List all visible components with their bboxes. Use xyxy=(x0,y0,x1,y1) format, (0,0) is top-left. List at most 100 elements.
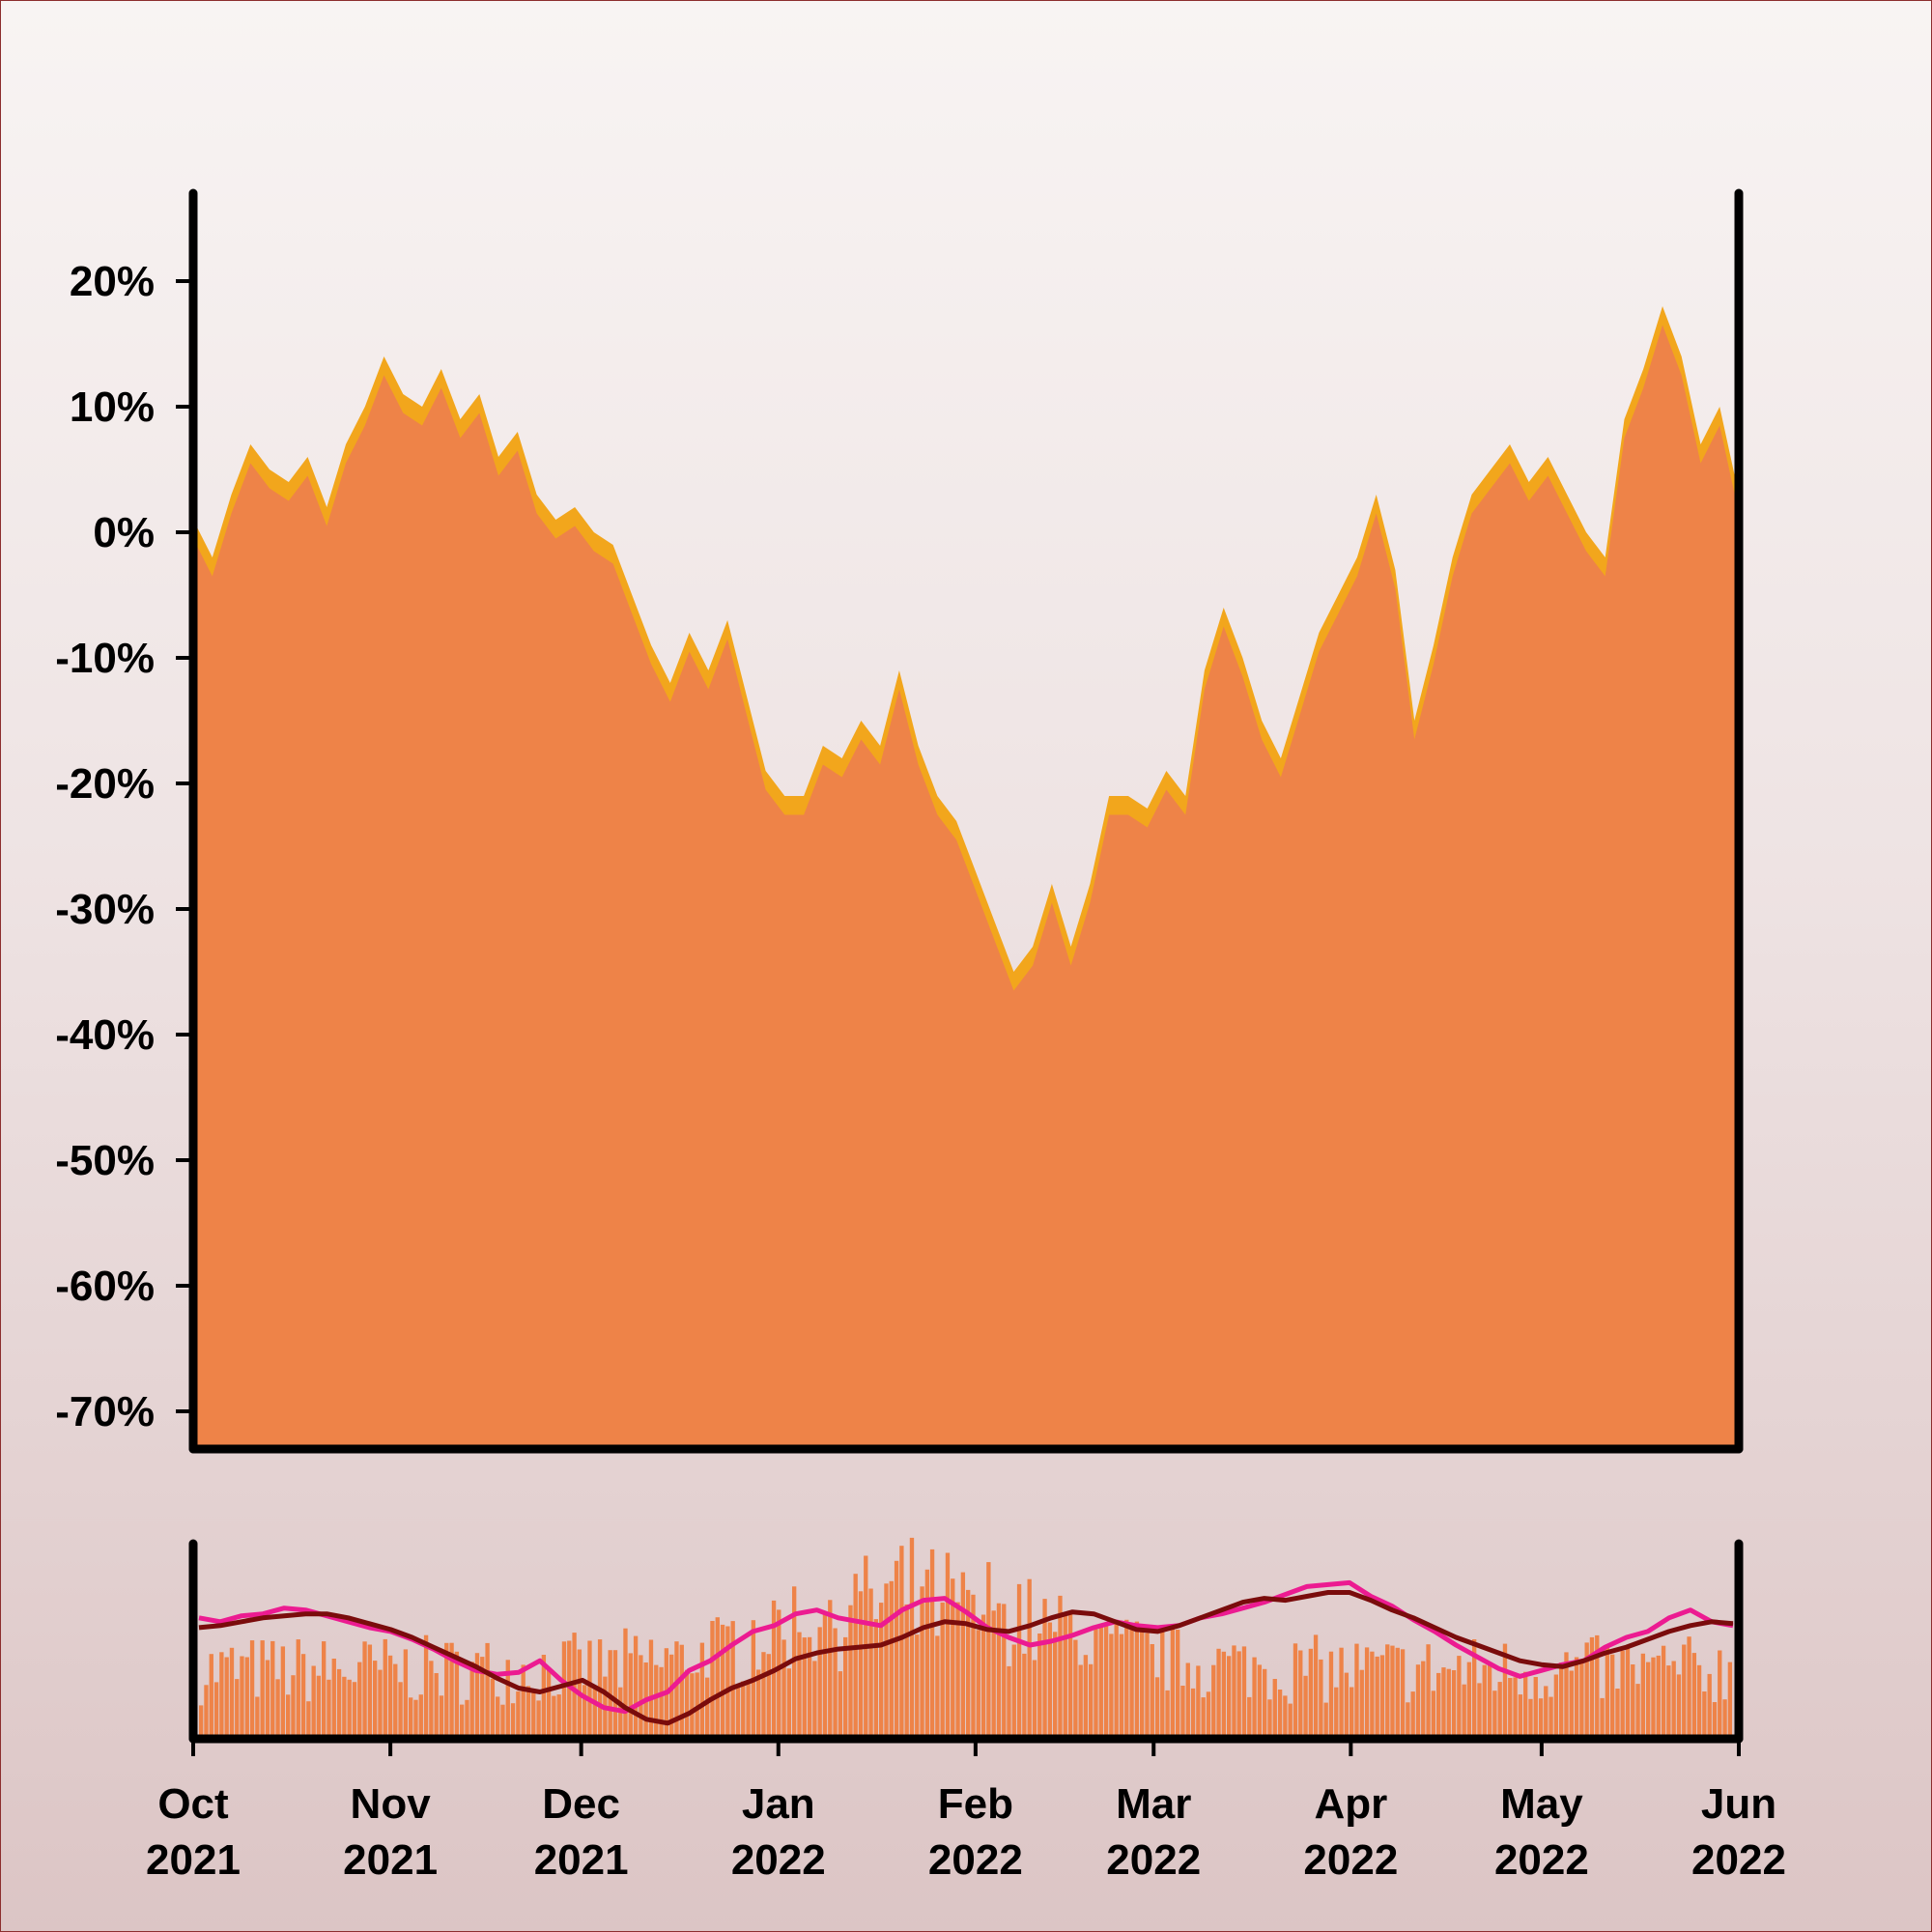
volume-bar xyxy=(244,1657,249,1739)
x-tick-year: 2022 xyxy=(928,1836,1023,1884)
volume-bar xyxy=(986,1562,991,1739)
volume-bar xyxy=(1671,1661,1676,1739)
x-tick-year: 2022 xyxy=(731,1836,826,1884)
volume-bar xyxy=(1339,1647,1344,1739)
volume-bar xyxy=(915,1634,920,1739)
volume-bar xyxy=(403,1649,409,1739)
volume-bar xyxy=(1605,1645,1610,1739)
volume-bar xyxy=(730,1621,735,1739)
volume-bar xyxy=(219,1652,224,1739)
volume-bar xyxy=(1140,1631,1145,1739)
price-area xyxy=(193,325,1739,1449)
volume-bar xyxy=(204,1685,209,1739)
y-tick-label: 10% xyxy=(70,384,155,431)
volume-bar xyxy=(1298,1650,1303,1739)
volume-bar xyxy=(235,1679,240,1739)
volume-bar xyxy=(1334,1687,1339,1739)
volume-bar xyxy=(316,1675,322,1739)
volume-bar xyxy=(980,1614,986,1739)
volume-bar xyxy=(1682,1644,1687,1739)
volume-bar xyxy=(1011,1644,1016,1739)
volume-bar xyxy=(705,1677,710,1739)
volume-bar xyxy=(674,1641,679,1739)
volume-bar xyxy=(1032,1660,1037,1739)
volume-bar xyxy=(628,1653,633,1739)
volume-bar xyxy=(1390,1645,1395,1739)
volume-bar xyxy=(1236,1651,1241,1739)
volume-bar xyxy=(1635,1684,1640,1739)
volume-bar xyxy=(460,1704,465,1739)
volume-bar xyxy=(1441,1667,1446,1739)
volume-bar xyxy=(1124,1619,1129,1739)
volume-bar xyxy=(1303,1675,1308,1739)
volume-bar xyxy=(1344,1672,1350,1739)
volume-bar xyxy=(960,1572,966,1739)
volume-bar xyxy=(378,1669,383,1739)
volume-bar xyxy=(1267,1699,1272,1739)
y-tick-label: -50% xyxy=(55,1137,155,1184)
volume-bar xyxy=(474,1653,480,1739)
volume-bar xyxy=(296,1639,300,1739)
volume-bar xyxy=(1037,1634,1042,1739)
volume-bar xyxy=(807,1636,812,1739)
volume-bar xyxy=(669,1654,674,1739)
volume-bar xyxy=(725,1626,730,1739)
x-tick-month: Dec xyxy=(542,1780,620,1828)
volume-bar xyxy=(1421,1661,1426,1739)
volume-bar xyxy=(909,1537,915,1739)
volume-bar xyxy=(1584,1642,1589,1739)
volume-bar xyxy=(1497,1682,1502,1739)
fast-average-line xyxy=(198,1579,1734,1715)
volume-bar xyxy=(1227,1656,1232,1739)
volume-bar xyxy=(1615,1689,1620,1739)
volume-bar xyxy=(612,1650,618,1739)
volume-bar xyxy=(1190,1688,1196,1739)
volume-bar xyxy=(1646,1662,1651,1739)
volume-bar xyxy=(966,1589,971,1739)
volume-bar xyxy=(1707,1673,1712,1739)
volume-bar xyxy=(684,1669,690,1739)
volume-bar xyxy=(413,1699,418,1739)
volume-bar xyxy=(1472,1639,1477,1739)
volume-bar xyxy=(639,1655,643,1739)
volume-bar xyxy=(1589,1636,1595,1739)
volume-bar xyxy=(853,1574,858,1739)
volume-bar xyxy=(213,1682,219,1739)
price-panel: 20% 10% 0% -10% -20% -30% -40% -50% -60% -70% xyxy=(55,188,1744,1454)
volume-bar xyxy=(1651,1657,1656,1739)
volume-bar xyxy=(1094,1629,1098,1739)
volume-bar xyxy=(490,1678,496,1739)
volume-bar xyxy=(1067,1610,1073,1739)
y-tick-label: -60% xyxy=(55,1263,155,1310)
volume-bar xyxy=(572,1633,577,1739)
x-tick-month: May xyxy=(1500,1780,1583,1828)
volume-bar xyxy=(1272,1679,1277,1739)
volume-bar xyxy=(541,1655,547,1739)
volume-bar xyxy=(531,1690,536,1739)
volume-bar xyxy=(1518,1694,1523,1739)
volume-bar xyxy=(1502,1643,1508,1739)
volume-bar xyxy=(1718,1650,1722,1739)
volume-bar xyxy=(797,1632,802,1739)
volume-bar xyxy=(1283,1695,1288,1739)
volume-bar xyxy=(1426,1644,1431,1739)
volume-bar xyxy=(260,1640,265,1739)
volume-bar xyxy=(409,1697,413,1739)
volume-bar xyxy=(387,1655,393,1739)
volume-bar xyxy=(955,1602,960,1739)
volume-bar xyxy=(1263,1668,1267,1739)
volume-bar xyxy=(1042,1599,1047,1739)
volume-bar xyxy=(654,1664,659,1739)
volume-bar xyxy=(1288,1703,1293,1739)
volume-bar xyxy=(311,1665,316,1739)
volume-bar xyxy=(418,1694,423,1739)
volume-bar xyxy=(720,1624,725,1739)
volume-bar xyxy=(971,1594,976,1739)
volume-bar xyxy=(858,1591,864,1739)
volume-bar xyxy=(868,1588,873,1739)
volume-bar xyxy=(756,1669,761,1739)
volume-bar xyxy=(1477,1683,1482,1739)
volume-bar xyxy=(1323,1702,1328,1739)
volume-bar xyxy=(873,1619,879,1739)
volume-bar xyxy=(1053,1632,1058,1739)
